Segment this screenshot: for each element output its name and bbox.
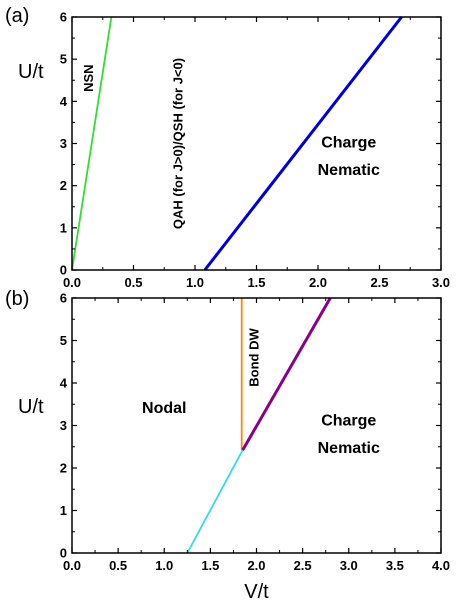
- panel-label: (b): [5, 288, 29, 310]
- panel-b: 0.0 0.5 1.0 1.5 2.0 2.5 3.0 3.5 4.0 0 1 2 3 4 5 6 (b) U/t…: [5, 288, 450, 603]
- series-line-3: [241, 297, 332, 451]
- region-label: Nodal: [142, 400, 186, 417]
- x-tick-label: 3.5: [386, 558, 404, 573]
- y-tick-label: 0: [60, 263, 67, 278]
- region-label: QAH (for J>0)/QSH (for J<0): [171, 58, 186, 229]
- region-label: Bond DW: [246, 328, 261, 387]
- x-tick-label: 1.0: [186, 275, 204, 290]
- y-tick-label: 5: [60, 52, 67, 67]
- y-tick-label: 4: [60, 376, 68, 391]
- x-tick-label: 2.0: [309, 275, 327, 290]
- x-tick-label: 0.5: [124, 275, 142, 290]
- y-tick-label: 2: [60, 178, 67, 193]
- region-label: NSN: [81, 64, 96, 91]
- x-tick-label: 2.5: [294, 558, 312, 573]
- panel-label: (a): [5, 5, 29, 27]
- y-tick-label: 3: [60, 136, 67, 151]
- region-label: Charge: [321, 135, 376, 152]
- y-tick-label: 5: [60, 333, 67, 348]
- y-tick-label: 2: [60, 461, 67, 476]
- y-axis-title: U/t: [18, 396, 44, 418]
- x-tick-label: 1.0: [155, 558, 173, 573]
- x-tick-label: 2.0: [247, 558, 265, 573]
- y-axis-title: U/t: [18, 61, 44, 83]
- x-tick-label: 1.5: [247, 275, 265, 290]
- panel-a: 0.0 0.5 1.0 1.5 2.0 2.5 3.0 0 1 2 3 4 5 6 (a) U/t NSN QAH…: [5, 5, 450, 290]
- region-label: Nematic: [318, 440, 380, 457]
- series-line-1: [71, 16, 113, 271]
- y-tick-label: 3: [60, 418, 67, 433]
- x-tick-label: 2.5: [370, 275, 388, 290]
- region-label: Nematic: [318, 162, 380, 179]
- y-tick-label: 1: [60, 220, 67, 235]
- x-tick-label: 3.0: [432, 275, 450, 290]
- x-tick-label: 0.0: [63, 275, 81, 290]
- x-tick-label: 0.5: [109, 558, 127, 573]
- x-axis-title: V/t: [244, 581, 269, 603]
- y-tick-label: 6: [60, 291, 67, 306]
- plot-frame: [71, 16, 442, 271]
- x-tick-label: 1.5: [201, 558, 219, 573]
- x-tick-label: 0.0: [63, 558, 81, 573]
- series-line-2: [203, 16, 403, 271]
- x-tick-label: 4.0: [432, 558, 450, 573]
- region-label: Charge: [321, 413, 376, 430]
- y-tick-label: 6: [60, 10, 67, 25]
- y-tick-label: 4: [60, 94, 68, 109]
- y-tick-label: 1: [60, 503, 67, 518]
- series-line-1: [186, 449, 244, 554]
- x-tick-label: 3.0: [340, 558, 358, 573]
- y-tick-label: 0: [60, 546, 67, 561]
